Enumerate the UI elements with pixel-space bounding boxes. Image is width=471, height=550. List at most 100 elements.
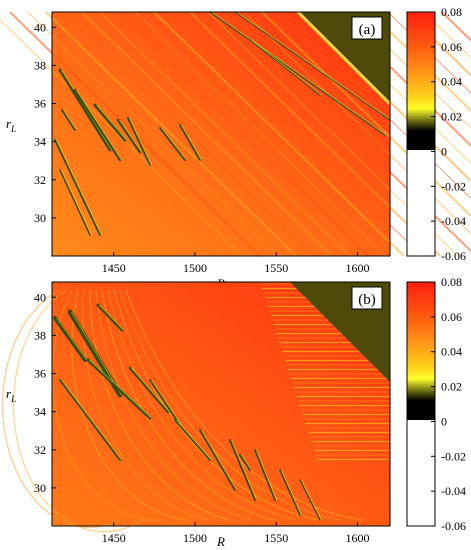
- panel-a-dark-streak: [209, 11, 386, 136]
- panel-a-stripe: [99, 11, 351, 257]
- panel-a-stripe: [189, 11, 441, 257]
- panel-b-dark-streak: [199, 429, 236, 491]
- panel-a-stripes: [0, 11, 471, 257]
- panel-b-dark-streak: [299, 479, 321, 521]
- panel-a-stripe: [423, 11, 471, 59]
- colorbar-b-tick-label: 0.06: [441, 310, 462, 324]
- panel-b-streak-edge: [241, 454, 252, 471]
- colorbar-a-tick-label: -0.04: [441, 214, 466, 228]
- panel-b-xtick-label: 1600: [346, 531, 370, 545]
- panel-b-arc: [95, 289, 253, 521]
- colorbar-a-tick-label: 0.04: [441, 75, 462, 89]
- panel-b-dark-streak: [239, 454, 251, 471]
- panel-b-xtick-label: 1450: [102, 531, 126, 545]
- panel-b-streak-edge: [176, 419, 212, 461]
- panel-a-dark-streak: [127, 117, 151, 166]
- panel-b-xtick-label: 1500: [183, 531, 207, 545]
- panel-a-streak-edge: [63, 109, 77, 131]
- panel-b-arc: [12, 289, 143, 533]
- panel-a-stripe: [135, 11, 387, 257]
- panel-b-streak-edge: [61, 379, 122, 461]
- panel-b-streak-edge: [151, 379, 182, 426]
- panel-a-stripe: [351, 11, 471, 129]
- panel-b-label-box: [351, 286, 383, 310]
- panel-b-dark-streak: [174, 419, 211, 461]
- panel-b-ytick-label: 30: [34, 481, 46, 495]
- panel-b-label: (b): [358, 292, 376, 308]
- panel-b-dark-streak: [279, 469, 301, 516]
- panel-a-dark-streak: [93, 103, 127, 142]
- panel-b-streak-edge: [56, 317, 87, 361]
- panel-a-label: (a): [359, 22, 376, 38]
- colorbar-a-frame: [406, 11, 436, 257]
- panel-a-streak-edge: [119, 119, 142, 153]
- panel-a-dark-streak: [249, 39, 321, 96]
- colorbar-a-ticks: 0.08 0.06 0.04 0.02 0 -0.02 -0.04 -0.06: [431, 5, 466, 263]
- panel-b-ticks: 1450 1500 1550 1600 30 32 34 36 38 40: [34, 290, 370, 545]
- panel-a-xtick-label: 1450: [102, 261, 126, 275]
- colorbar-b-tick-label: 0: [441, 414, 447, 428]
- panel-b-streak-edge: [99, 304, 124, 331]
- colorbar-a-gradient: [407, 12, 435, 150]
- panel-b-frame: [51, 281, 391, 527]
- panel-a-stripe: [117, 11, 369, 257]
- panel-b-dark-streak: [149, 379, 181, 426]
- panel-a-streak-edge: [211, 11, 387, 136]
- panel-a-stripe: [27, 11, 279, 257]
- panel-a-frame: [51, 11, 391, 257]
- panel-b-streak-edge: [131, 367, 170, 413]
- panel-a-ytick-label: 40: [34, 20, 46, 34]
- panel-a-streak-edge: [76, 89, 122, 161]
- panel-b-arc: [89, 289, 231, 521]
- panel-a-ytick-label: 34: [34, 135, 46, 149]
- panel-b-ytick-label: 40: [34, 290, 46, 304]
- panel-a-ytick-label: 36: [34, 97, 46, 111]
- colorbar-b-tick-label: 0.02: [441, 380, 462, 394]
- colorbar-a-tick-label: 0.08: [441, 5, 462, 19]
- colorbar-a-tick-label: 0.02: [441, 110, 462, 124]
- colorbar-b-frame: [406, 281, 436, 527]
- panel-a-dark-streak: [116, 118, 142, 154]
- panel-a-streak-edge: [251, 39, 322, 96]
- panel-b-dark-streak: [128, 366, 170, 414]
- panel-a-dark-streak: [59, 169, 91, 236]
- colorbar-a: 0.08 0.06 0.04 0.02 0 -0.02 -0.04 -0.06: [406, 5, 466, 263]
- panel-b-streak-edge: [231, 439, 257, 501]
- panel-a-xtick-label: 1550: [264, 261, 288, 275]
- panel-b-xtick-label: 1550: [264, 531, 288, 545]
- panel-a-stripe: [279, 11, 471, 200]
- panel-a-dark-streak: [73, 88, 122, 162]
- panel-b-streak-edge: [71, 311, 122, 396]
- panel-b-arc: [125, 289, 363, 521]
- panel-b-ytick-label: 38: [34, 328, 46, 342]
- panel-a-stripe: [81, 11, 333, 257]
- colorbar-a-tick-label: -0.06: [441, 249, 466, 263]
- panel-b: 1450 1500 1550 1600 30 32 34 36 38 40 (b) R rL: [1, 281, 391, 549]
- colorbar-a-tick-label: 0: [441, 144, 447, 158]
- panel-a-ytick-label: 30: [34, 211, 46, 225]
- panel-a-streak-edge: [129, 117, 152, 166]
- colorbar-b-tick-label: -0.02: [441, 449, 466, 463]
- colorbar-a-tick-label: 0.06: [441, 40, 462, 54]
- panel-a-dark-streak: [54, 139, 101, 236]
- panel-a-dark-streak: [58, 68, 112, 152]
- panel-a-dark-streak: [61, 109, 76, 131]
- panel-a-stripe: [243, 11, 471, 235]
- panel-b-arc: [71, 289, 187, 521]
- panel-b-arc: [101, 289, 275, 521]
- panel-b-ytick-label: 32: [34, 443, 46, 457]
- panel-a-stripe: [171, 11, 423, 257]
- panel-b-xlabel: R: [216, 534, 225, 549]
- panel-a-streak-edge: [96, 104, 127, 141]
- panel-a-streak-edge: [181, 124, 202, 161]
- panel-a-ytick-label: 32: [34, 173, 46, 187]
- panel-a-xtick-label: 1500: [183, 261, 207, 275]
- panel-b-dark-streak: [96, 303, 124, 332]
- panel-b-arc: [113, 289, 319, 521]
- colorbar-b-tick-label: -0.06: [441, 519, 466, 533]
- colorbar-b-gradient: [407, 282, 435, 420]
- panel-a-stripe: [153, 11, 405, 257]
- panel-a-ylabel: rL: [6, 116, 16, 134]
- panel-a-streak-edge: [56, 139, 102, 236]
